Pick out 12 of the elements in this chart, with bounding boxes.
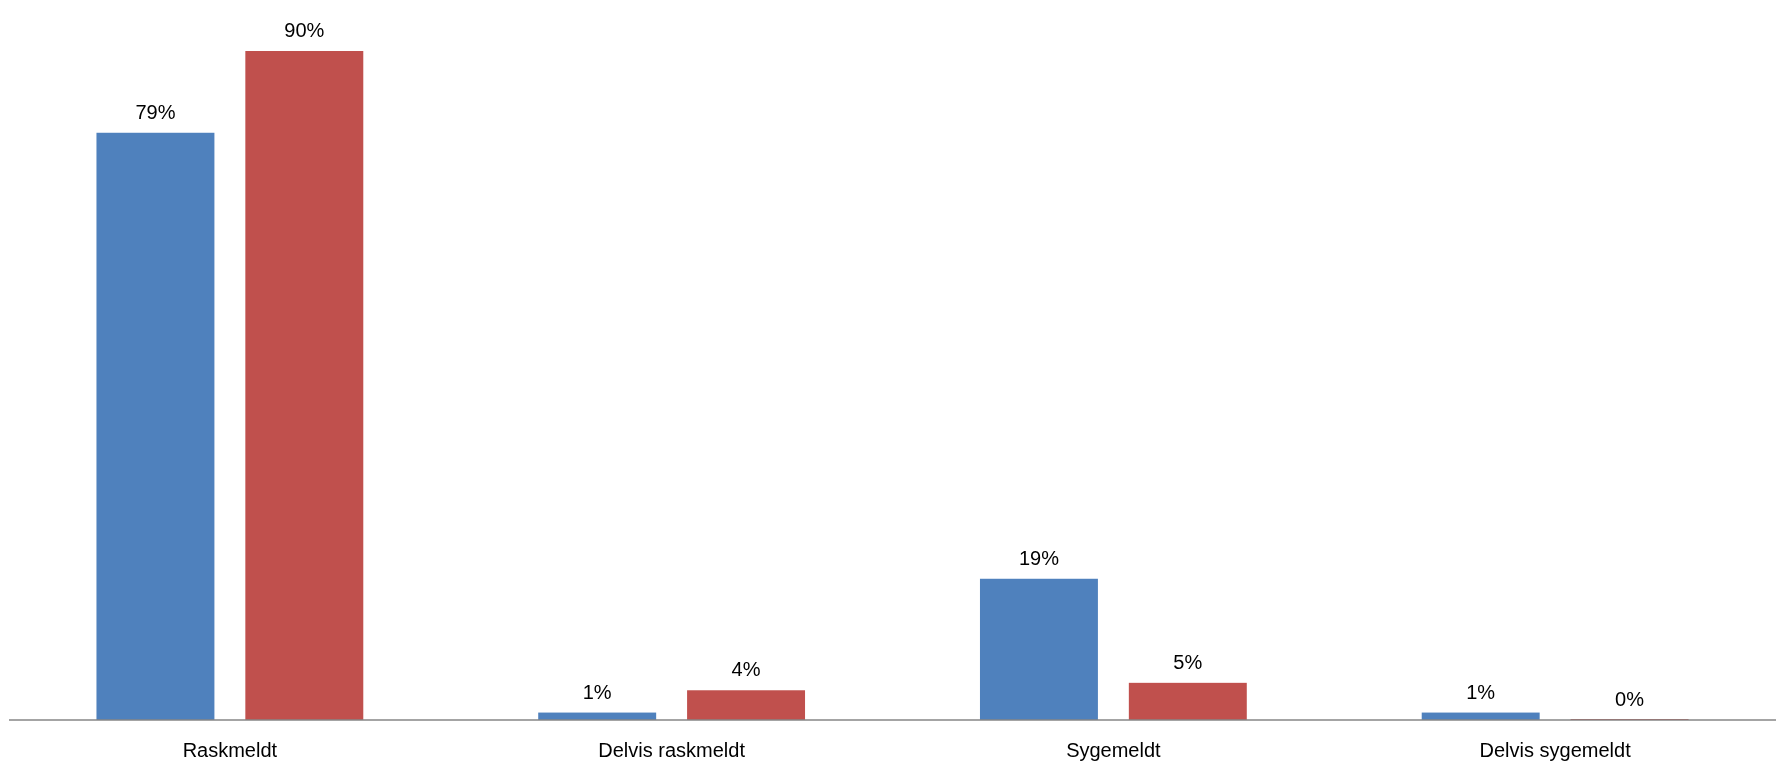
data-label: 1% (1466, 680, 1496, 703)
data-label: 19% (1018, 546, 1060, 569)
x-tick-label: Sygemeldt (1066, 739, 1162, 761)
data-label: 1% (582, 680, 612, 703)
data-label: 79% (135, 100, 176, 123)
x-tick-label: Delvis raskmeldt (598, 739, 746, 761)
data-label: 4% (731, 658, 761, 681)
data-label: 0% (1615, 688, 1645, 710)
x-tick-label: Raskmeldt (182, 739, 278, 761)
data-label: 5% (1173, 650, 1203, 673)
data-label: 90% (284, 19, 325, 41)
x-tick-label: Delvis sygemeldt (1479, 739, 1632, 761)
